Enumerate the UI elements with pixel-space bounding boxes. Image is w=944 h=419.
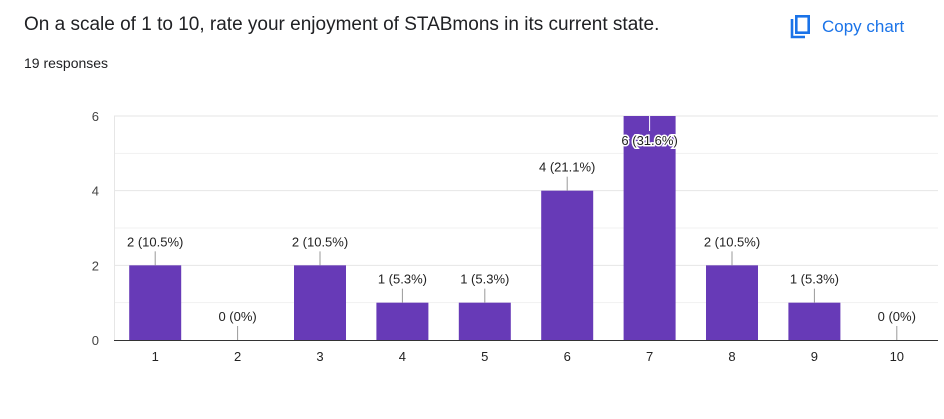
bar [706,265,758,340]
chart-bars [129,116,841,340]
bar [376,302,429,340]
x-tick-label: 10 [890,349,904,364]
data-label: 2 (10.5%) [292,234,348,249]
x-tick-label: 2 [234,349,241,364]
bar [541,190,594,340]
copy-chart-button[interactable]: Copy chart [786,10,908,44]
copy-icon [790,15,810,39]
data-label: 1 (5.3%) [378,272,427,287]
bar [129,265,182,340]
data-label: 4 (21.1%) [539,160,595,175]
x-tick-label: 3 [316,349,323,364]
data-label: 2 (10.5%) [127,234,183,249]
data-label: 2 (10.5%) [704,234,760,249]
data-label: 0 (0%) [218,309,256,324]
bar [294,265,346,340]
y-tick-label: 2 [92,258,99,273]
data-label: 6 (31.6%) [621,133,677,148]
bar [458,302,511,340]
bar [623,116,676,340]
x-tick-label: 1 [152,349,159,364]
x-tick-label: 5 [481,349,488,364]
x-tick-label: 9 [811,349,818,364]
copy-chart-label: Copy chart [822,17,905,36]
x-axis-ticks: 1 2 3 4 5 6 7 8 9 10 [114,340,938,364]
y-tick-label: 6 [92,109,99,124]
y-tick-label: 0 [92,333,99,348]
x-tick-label: 4 [399,349,406,364]
x-tick-label: 7 [646,349,653,364]
chart-grid [114,115,938,340]
data-labels: 2 (10.5%) 0 (0%) 2 (10.5%) 1 (5.3%) 1 (5.3%)… [127,116,916,340]
data-label: 1 (5.3%) [460,272,509,287]
bar [788,302,841,340]
x-tick-label: 6 [564,349,571,364]
data-label: 1 (5.3%) [790,272,839,287]
y-tick-label: 4 [92,184,99,199]
y-axis-ticks: 0 2 4 6 [92,109,99,348]
data-label: 0 (0%) [878,309,916,324]
response-count: 19 responses [24,55,109,71]
x-tick-label: 8 [728,349,735,364]
chart-question-title: On a scale of 1 to 10, rate your enjoyme… [24,14,660,35]
